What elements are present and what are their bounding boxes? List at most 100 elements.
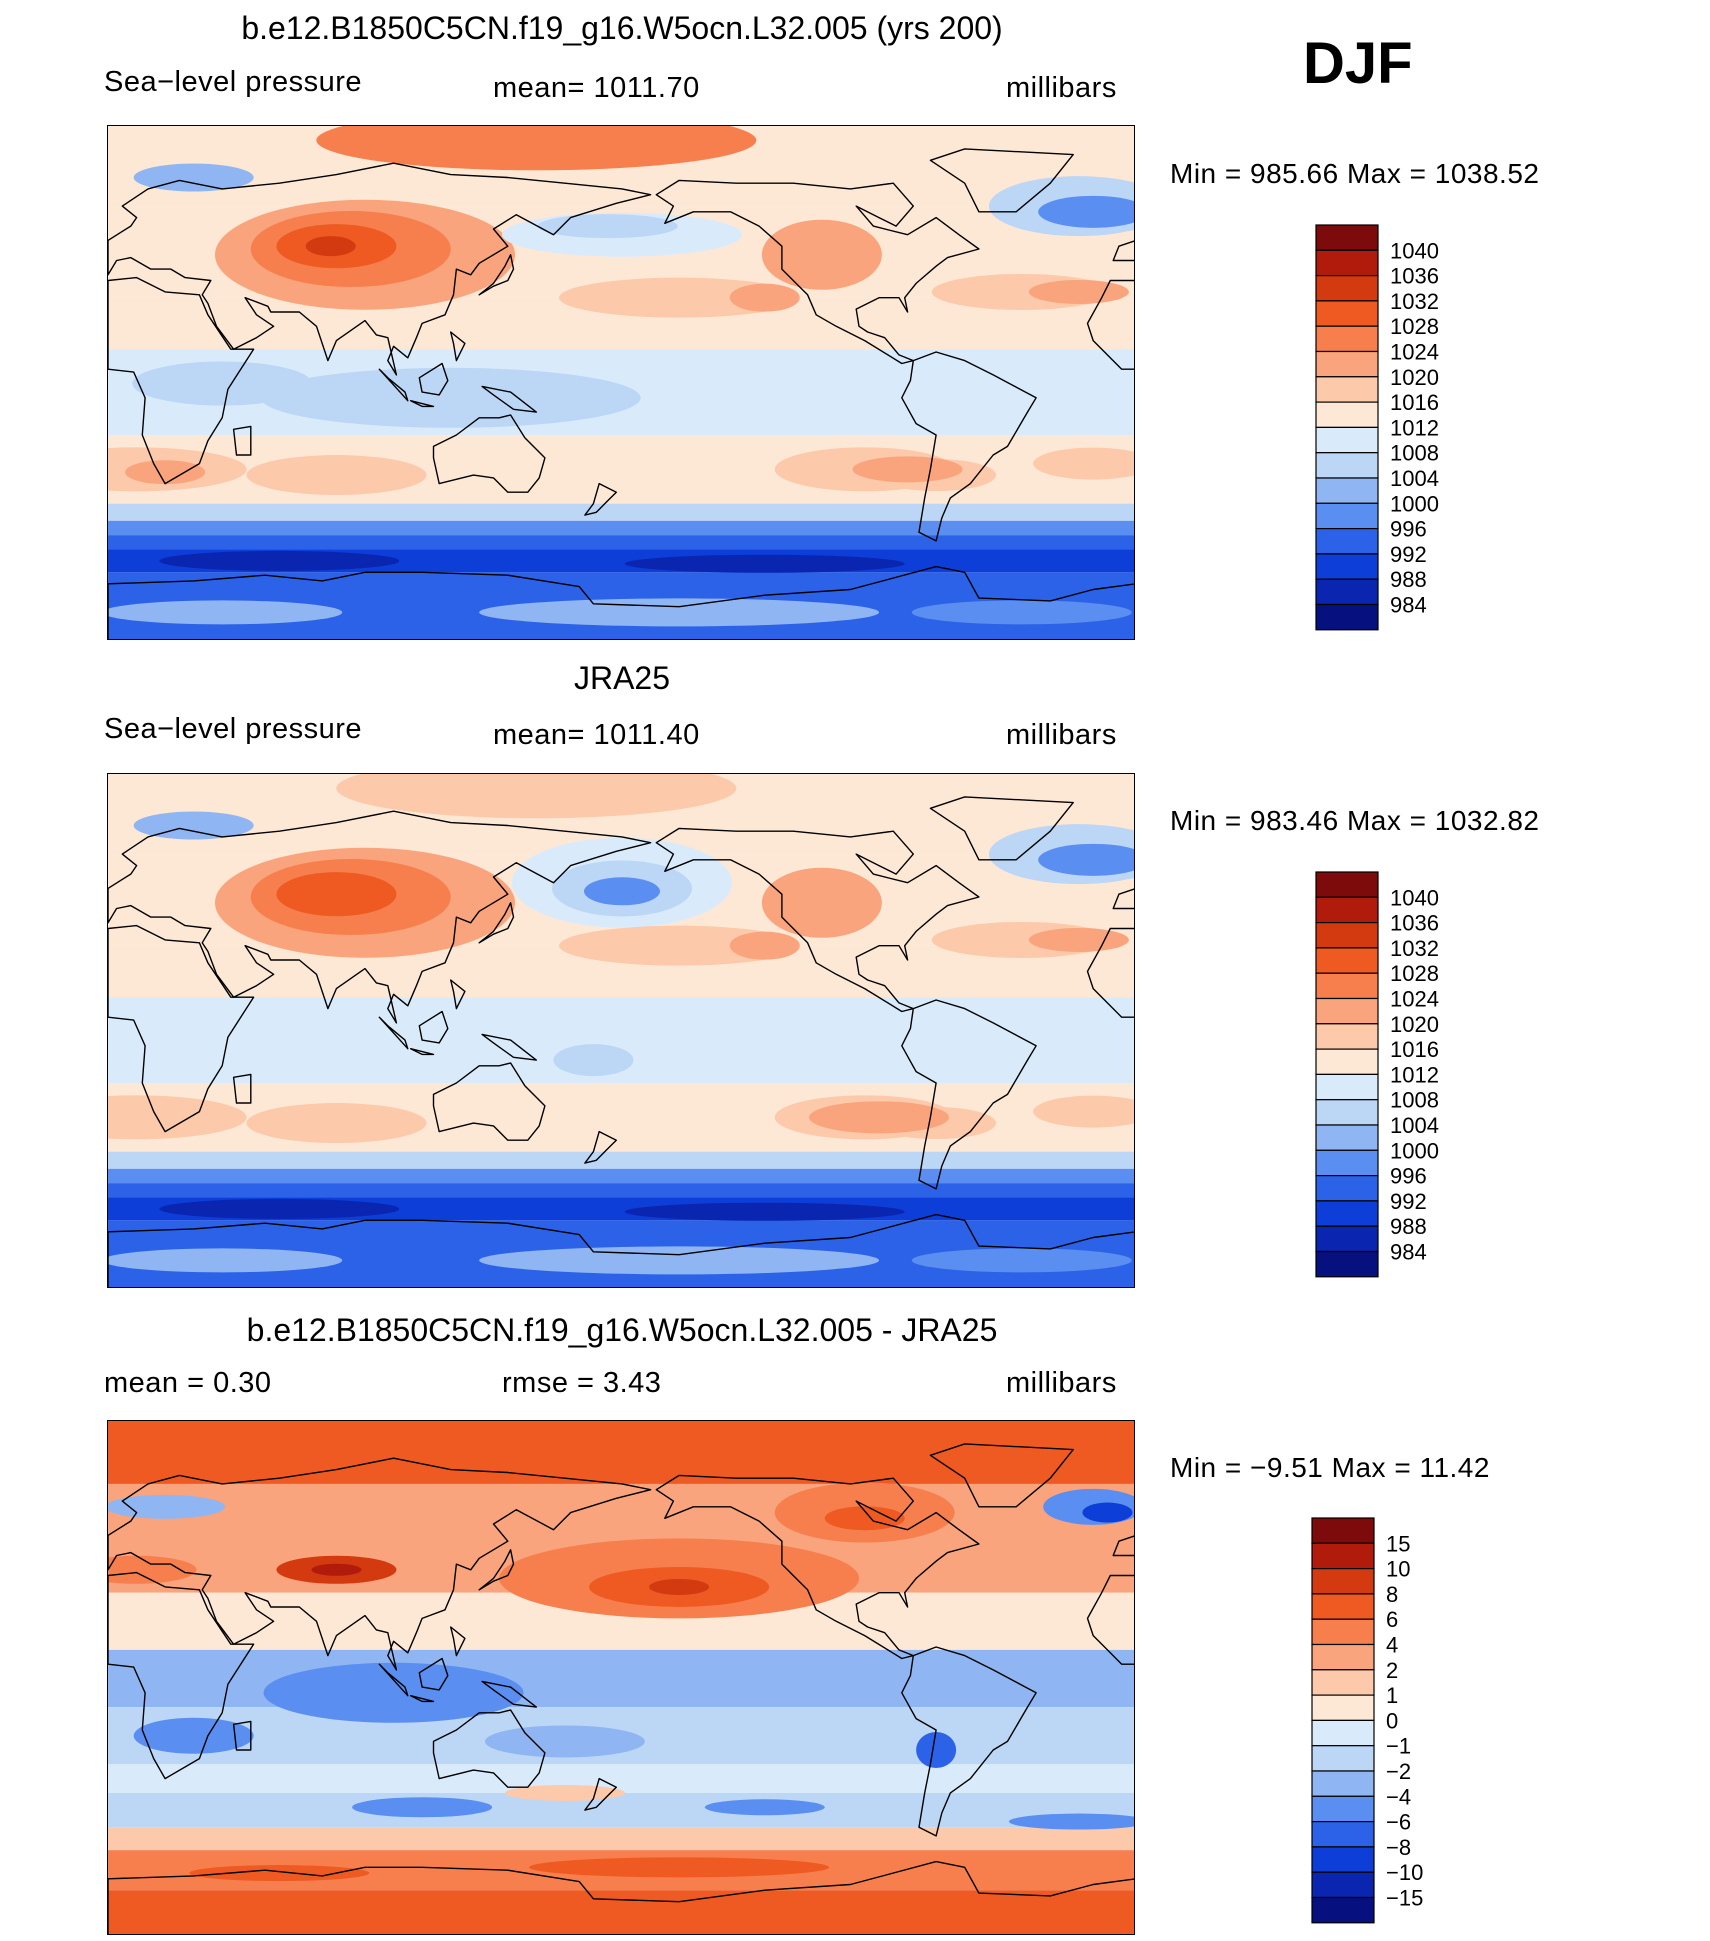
pressure-band	[108, 1827, 1134, 1851]
colorbar-swatch	[1315, 871, 1379, 898]
coastline	[655, 1474, 980, 1660]
coastline	[481, 385, 537, 413]
pressure-band	[108, 1151, 1134, 1169]
pressure-band	[108, 503, 1134, 521]
colorbar-level-label: 1004	[1390, 466, 1439, 491]
panel-2-variable-label: Sea−level pressure	[104, 713, 363, 745]
pressure-contour	[649, 1578, 710, 1595]
pressure-contour	[1033, 447, 1134, 480]
panel-3-units-label: millibars	[1006, 1367, 1117, 1399]
pressure-contour	[108, 1494, 226, 1519]
colorbar-level-label: 996	[1390, 1164, 1427, 1189]
pressure-contour	[537, 214, 678, 239]
pressure-contour	[624, 1202, 905, 1221]
pressure-contour	[1033, 1095, 1134, 1128]
pressure-contour	[624, 554, 905, 573]
coastline	[478, 254, 515, 296]
coastline	[1112, 240, 1134, 262]
coastline	[432, 414, 546, 493]
coastline	[108, 810, 652, 1024]
pressure-contour	[1038, 195, 1134, 228]
colorbar-swatch	[1311, 1593, 1375, 1620]
colorbar-swatch	[1311, 1719, 1375, 1747]
colorbar-swatch	[1315, 1175, 1379, 1202]
coastline	[410, 400, 435, 408]
pressure-contour	[1038, 843, 1134, 876]
coastline	[432, 1709, 546, 1788]
colorbar-level-label: 4	[1386, 1633, 1398, 1658]
pressure-contour	[159, 1198, 400, 1219]
north-america-high	[761, 219, 882, 290]
colorbar-swatch	[1315, 947, 1379, 974]
coastline	[1112, 1535, 1134, 1557]
colorbar-level-label: 1012	[1390, 415, 1439, 440]
panel-2-minmax: Min = 983.46 Max = 1032.82	[1170, 805, 1540, 836]
panel-1-title: b.e12.B1850C5CN.f19_g16.W5ocn.L32.005 (y…	[241, 10, 1003, 46]
panel-2-colorbar: 1040 1036 1032 1028 1024 1020 1016 1012 1008 1004…	[1315, 871, 1466, 1281]
pressure-contour	[246, 1103, 427, 1144]
diff-antarctic-band	[108, 1890, 1134, 1934]
coastline	[1086, 1574, 1134, 1665]
pressure-contour	[352, 1797, 493, 1818]
diff-tropics-band	[108, 1649, 1134, 1708]
colorbar-level-label: 996	[1390, 517, 1427, 542]
colorbar-level-label: 8	[1386, 1582, 1398, 1607]
coastline	[108, 1571, 255, 1780]
colorbar-level-label: 2	[1386, 1658, 1398, 1683]
colorbar-swatch	[1315, 325, 1379, 353]
colorbar-swatch	[1315, 1250, 1379, 1278]
coastline	[108, 1860, 1134, 1934]
pressure-contour	[276, 872, 397, 917]
pressure-band	[108, 535, 1134, 550]
pressure-contour	[159, 550, 400, 571]
colorbar-swatch	[1315, 502, 1379, 530]
pressure-contour	[108, 1095, 247, 1140]
colorbar-swatch	[1315, 972, 1379, 1000]
colorbar-level-label: 984	[1390, 1240, 1427, 1265]
colorbar-level-label: −1	[1386, 1734, 1411, 1759]
colorbar-level-label: 992	[1390, 542, 1427, 567]
colorbar-level-label: 992	[1390, 1189, 1427, 1214]
coastline	[432, 1062, 546, 1141]
colorbar-level-label: 1032	[1390, 289, 1439, 314]
pressure-contour	[305, 236, 356, 257]
coastline	[232, 1073, 252, 1104]
colorbar-level-label: 1012	[1390, 1062, 1439, 1087]
colorbar-swatch	[1315, 921, 1379, 949]
coastline	[481, 1033, 537, 1061]
panel-1-colorbar: 1040 1036 1032 1028 1024 1020 1016 1012 1008 1004…	[1315, 224, 1466, 634]
colorbar-swatch	[1311, 1694, 1375, 1722]
pressure-contour	[559, 925, 800, 966]
pressure-contour	[911, 1248, 1132, 1273]
coastline	[655, 827, 980, 1013]
panel-1-units-label: millibars	[1006, 72, 1117, 104]
coastline	[108, 1457, 652, 1671]
coastline	[418, 362, 449, 396]
colorbar-swatch	[1315, 401, 1379, 429]
pressure-contour	[916, 1732, 957, 1769]
colorbar-swatch	[1315, 1200, 1379, 1227]
coastline	[478, 902, 515, 944]
colorbar-level-label: −6	[1386, 1810, 1411, 1835]
colorbar-level-label: −10	[1386, 1860, 1423, 1885]
colorbar-level-label: 1000	[1390, 1138, 1439, 1163]
panel-3-title: b.e12.B1850C5CN.f19_g16.W5ocn.L32.005 - …	[246, 1312, 998, 1348]
pressure-contour	[125, 460, 206, 485]
colorbar-swatch	[1315, 426, 1379, 454]
colorbar-swatch	[1311, 1517, 1375, 1544]
pressure-contour	[529, 1857, 830, 1878]
pressure-contour	[108, 1248, 343, 1273]
coastline	[655, 179, 980, 365]
coastline	[232, 425, 252, 456]
season-label: DJF	[1303, 31, 1413, 96]
pressure-contour	[336, 774, 737, 819]
colorbar-swatch	[1315, 300, 1379, 327]
colorbar-level-label: 1008	[1390, 1088, 1439, 1113]
pressure-contour	[553, 1044, 634, 1077]
colorbar-swatch	[1315, 1048, 1379, 1076]
coastline	[108, 162, 652, 376]
pressure-contour	[263, 1662, 524, 1723]
colorbar-swatch	[1315, 1073, 1379, 1101]
colorbar-level-label: 988	[1390, 567, 1427, 592]
coastline	[108, 565, 1134, 639]
